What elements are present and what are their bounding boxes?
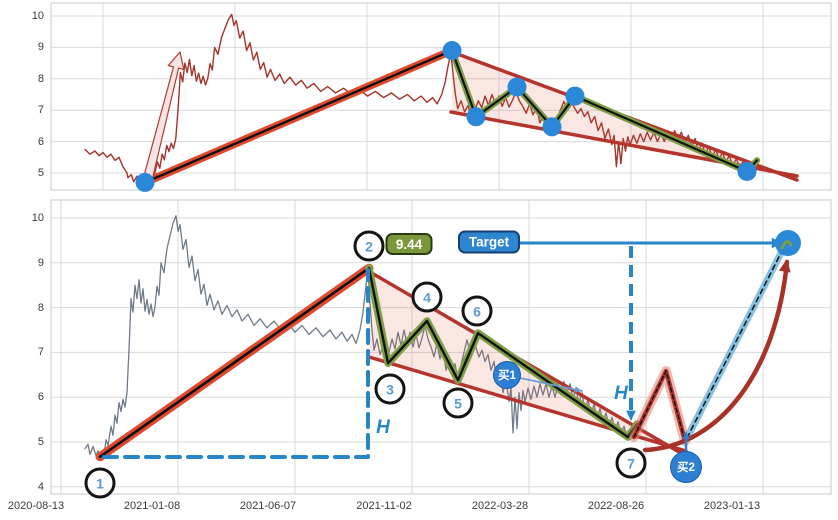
buy2-badge[interactable]: 买2 bbox=[670, 451, 702, 483]
target-curve-arrow bbox=[642, 259, 791, 453]
main-ytick-5: 5 bbox=[37, 436, 44, 448]
main-zigzag bbox=[365, 264, 641, 441]
breakout-w-projection bbox=[629, 366, 690, 446]
pivot-circle-4[interactable]: 4 bbox=[411, 281, 443, 313]
overview-pivot-dots[interactable] bbox=[135, 41, 757, 192]
main-ytick-8: 8 bbox=[37, 301, 44, 314]
buy1-pointer bbox=[519, 377, 583, 393]
overview-ytick-6: 6 bbox=[37, 135, 44, 148]
overview-panel[interactable] bbox=[50, 2, 832, 192]
main-ytick-6: 6 bbox=[37, 391, 44, 404]
target-value-badge[interactable]: 9.44 bbox=[385, 233, 433, 255]
h-measure-dashes bbox=[102, 268, 370, 459]
h-projection-dashes bbox=[626, 246, 636, 421]
main-price-series bbox=[84, 215, 629, 459]
h-measure-label-right: H bbox=[614, 383, 628, 404]
buy2-pointer bbox=[682, 431, 690, 452]
overview-ytick-7: 7 bbox=[37, 104, 44, 117]
overview-ytick-9: 9 bbox=[37, 41, 44, 54]
xtick-4: 2022-03-28 bbox=[471, 500, 529, 512]
pivot-circle-7[interactable]: 7 bbox=[615, 447, 647, 479]
main-ytick-10: 10 bbox=[31, 212, 44, 224]
xtick-3: 2021-11-02 bbox=[356, 500, 412, 512]
main-ytick-4: 4 bbox=[37, 480, 44, 493]
overview-ytick-8: 8 bbox=[37, 72, 44, 85]
pivot-circle-1[interactable]: 1 bbox=[84, 467, 116, 499]
pivot-circle-3[interactable]: 3 bbox=[374, 373, 406, 405]
xtick-2: 2021-06-07 bbox=[239, 500, 297, 512]
xtick-0: 2020-08-13 bbox=[7, 500, 65, 512]
main-ytick-9: 9 bbox=[37, 256, 44, 269]
pivot-circle-5[interactable]: 5 bbox=[442, 387, 474, 419]
main-panel[interactable] bbox=[50, 199, 832, 495]
buy1-badge[interactable]: 买1 bbox=[493, 361, 521, 389]
target-trajectory-arrow bbox=[683, 245, 787, 442]
target-dot[interactable] bbox=[775, 230, 801, 256]
overview-ytick-10: 10 bbox=[31, 10, 44, 22]
xtick-5: 2022-08-26 bbox=[587, 500, 645, 512]
pivot-circle-2[interactable]: 2 bbox=[353, 230, 385, 262]
main-impulse-trendline bbox=[95, 263, 374, 462]
xtick-6: 2023-01-13 bbox=[703, 500, 761, 512]
xtick-1: 2021-01-08 bbox=[123, 500, 181, 512]
main-ytick-7: 7 bbox=[37, 346, 44, 359]
overview-ytick-5: 5 bbox=[37, 167, 44, 179]
h-measure-label-left: H bbox=[376, 417, 390, 438]
target-badge[interactable]: Target bbox=[458, 230, 520, 254]
overview-price-series bbox=[84, 13, 758, 185]
measuring-pink-arrow bbox=[142, 51, 185, 184]
overview-impulse-trendline bbox=[141, 46, 456, 187]
pivot-circle-6[interactable]: 6 bbox=[461, 295, 493, 327]
